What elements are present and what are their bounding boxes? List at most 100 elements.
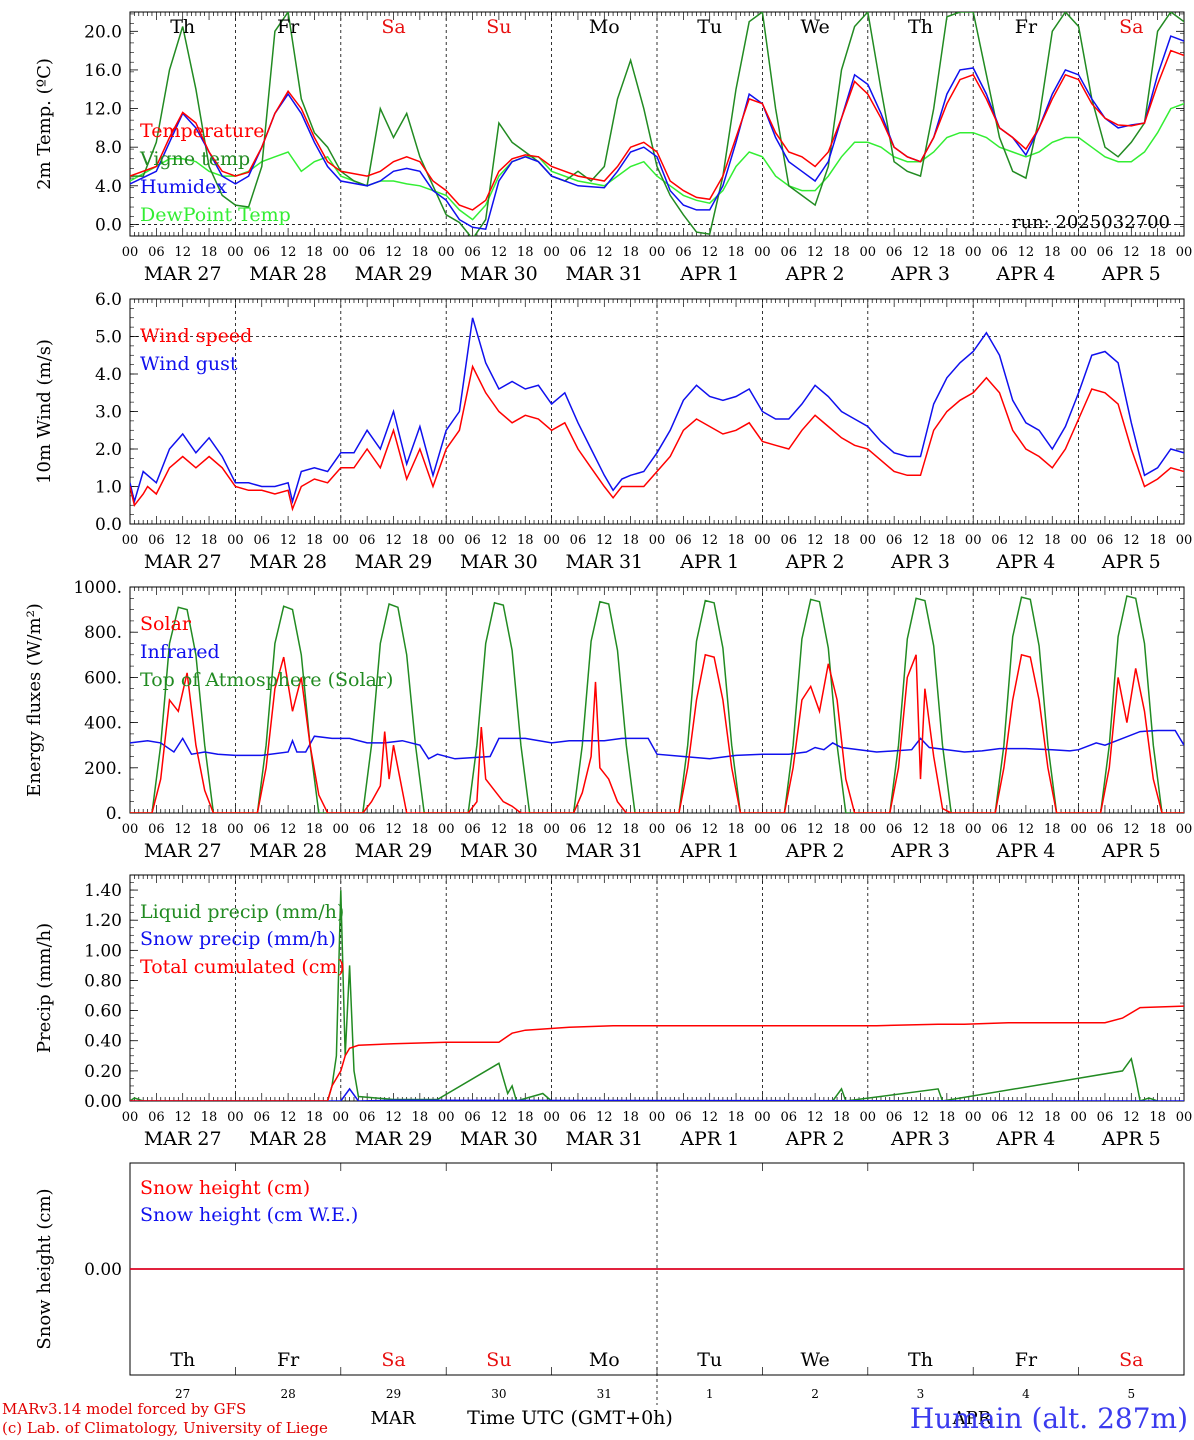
day-name-bottom: Th: [170, 1349, 195, 1371]
day-name-bottom: Su: [486, 1349, 511, 1371]
date-label: MAR 29: [355, 551, 433, 573]
hour-tick-label: 00: [227, 1110, 244, 1125]
y-tick-label: 16.0: [84, 61, 122, 81]
legend-entry: Vigne temp: [139, 148, 250, 170]
hour-tick-label: 00: [543, 1110, 560, 1125]
day-name-bottom: Sa: [1119, 1349, 1143, 1371]
hour-tick-label: 00: [543, 245, 560, 260]
y-tick-label: 5.0: [95, 328, 122, 348]
hour-tick-label: 18: [412, 1110, 429, 1125]
hour-tick-label: 18: [517, 1110, 534, 1125]
hour-tick-label: 06: [1097, 822, 1114, 837]
day-name-top: Fr: [1015, 16, 1038, 38]
hour-tick-label: 06: [1097, 245, 1114, 260]
hour-tick-label: 12: [807, 533, 824, 548]
series-line-temperature: [130, 49, 1184, 211]
day-name-bottom: Tu: [697, 1349, 722, 1371]
hour-tick-label: 06: [886, 822, 903, 837]
hour-tick-label: 06: [780, 533, 797, 548]
hour-tick-label: 12: [491, 822, 508, 837]
hour-tick-label: 12: [1018, 245, 1035, 260]
hour-tick-label: 06: [675, 1110, 692, 1125]
hour-tick-label: 00: [860, 822, 877, 837]
series-line-wind-gust: [130, 317, 1184, 505]
y-tick-label: 4.0: [95, 177, 122, 197]
date-label: MAR 28: [249, 1128, 327, 1150]
day-number: 1: [706, 1387, 714, 1401]
hour-tick-label: 00: [1070, 822, 1087, 837]
y-tick-label: 4.0: [95, 365, 122, 385]
hour-tick-label: 00: [333, 1110, 350, 1125]
plot-frame: [129, 11, 1185, 237]
hour-tick-label: 00: [438, 245, 455, 260]
hour-tick-label: 12: [596, 1110, 613, 1125]
hour-tick-label: 18: [412, 245, 429, 260]
hour-tick-label: 12: [280, 822, 297, 837]
hour-tick-label: 00: [1070, 245, 1087, 260]
hour-tick-label: 00: [860, 533, 877, 548]
hour-tick-label: 06: [675, 822, 692, 837]
series-line-wind-speed: [130, 364, 1184, 512]
hour-tick-label: 12: [174, 533, 191, 548]
hour-tick-label: 00: [754, 245, 771, 260]
hour-tick-label: 12: [1123, 533, 1140, 548]
y-tick-label: 20.0: [84, 22, 122, 42]
hour-tick-label: 12: [912, 245, 929, 260]
y-tick-label: 0.20: [84, 1062, 122, 1082]
hour-tick-label: 00: [860, 1110, 877, 1125]
hour-tick-label: 18: [201, 822, 218, 837]
day-number: 30: [491, 1387, 506, 1401]
day-name-top: Sa: [381, 16, 405, 38]
series-line-liquid-precip-mm-h-: [130, 890, 1158, 1101]
day-name-bottom: Sa: [381, 1349, 405, 1371]
y-tick-label: 200.: [84, 759, 122, 779]
hour-tick-label: 18: [1044, 533, 1061, 548]
hour-tick-label: 06: [780, 1110, 797, 1125]
date-label: APR 5: [1101, 263, 1161, 285]
time-axis-label: Time UTC (GMT+0h): [467, 1407, 673, 1429]
hour-tick-label: 06: [148, 822, 165, 837]
hour-tick-label: 18: [728, 822, 745, 837]
y-tick-label: 3.0: [95, 403, 122, 423]
day-number: 3: [917, 1387, 925, 1401]
hour-tick-label: 00: [333, 822, 350, 837]
credit-line-2: (c) Lab. of Climatology, University of L…: [2, 1419, 328, 1437]
hour-tick-label: 06: [253, 1110, 270, 1125]
hour-tick-label: 12: [1018, 533, 1035, 548]
date-label: MAR 31: [565, 263, 643, 285]
day-name-bottom: Th: [908, 1349, 933, 1371]
date-label: APR 3: [890, 1128, 950, 1150]
hour-tick-label: 06: [148, 245, 165, 260]
date-label: APR 4: [995, 551, 1055, 573]
hour-tick-label: 06: [991, 1110, 1008, 1125]
hour-tick-label: 00: [649, 533, 666, 548]
hour-tick-label: 06: [886, 533, 903, 548]
hour-tick-label: 06: [148, 1110, 165, 1125]
day-name-top: We: [800, 16, 829, 38]
y-tick-label: 0.: [106, 804, 122, 824]
hour-tick-label: 18: [939, 245, 956, 260]
y-axis-label: Precip (mm/h): [34, 923, 55, 1053]
hour-tick-label: 12: [596, 245, 613, 260]
hour-tick-label: 18: [939, 1110, 956, 1125]
panel-4: 00 06 12 18 00 06 12 18 00 06 12 18 00 06 12 18 00 06 12 18…: [34, 874, 1192, 1150]
date-label: APR 5: [1101, 840, 1161, 862]
date-label: APR 4: [995, 840, 1055, 862]
hour-tick-label: 06: [1097, 1110, 1114, 1125]
hour-tick-label: 18: [833, 822, 850, 837]
hour-tick-label: 18: [622, 1110, 639, 1125]
series-line-solar: [130, 653, 1184, 813]
date-label: MAR 27: [144, 263, 222, 285]
series-line-vigne-temp: [130, 12, 1184, 236]
hour-tick-label: 18: [728, 533, 745, 548]
hour-tick-label: 12: [701, 1110, 718, 1125]
date-label: MAR 28: [249, 840, 327, 862]
legend-entry: Snow precip (mm/h): [140, 928, 336, 950]
hour-tick-label: 06: [886, 245, 903, 260]
y-tick-label: 12.0: [84, 100, 122, 120]
hour-tick-label: 18: [939, 822, 956, 837]
hour-tick-label: 06: [464, 245, 481, 260]
series-line-infrared: [130, 729, 1184, 760]
day-number: 29: [386, 1387, 401, 1401]
